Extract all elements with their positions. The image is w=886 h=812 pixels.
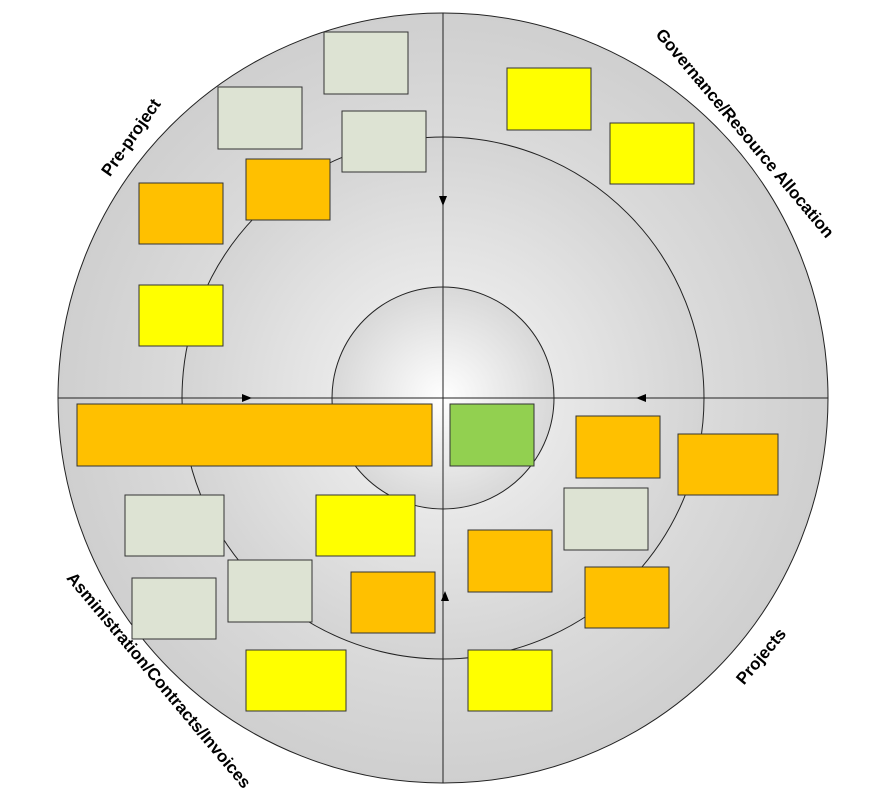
box xyxy=(609,122,695,185)
box xyxy=(506,67,592,131)
box xyxy=(563,487,649,551)
box xyxy=(138,182,224,245)
box xyxy=(315,494,416,557)
box xyxy=(467,529,553,593)
box xyxy=(323,31,409,95)
box xyxy=(584,566,670,629)
arrow xyxy=(242,394,252,402)
box xyxy=(245,158,331,221)
box xyxy=(131,577,217,640)
box xyxy=(677,433,779,496)
box xyxy=(350,571,436,634)
box xyxy=(449,403,535,467)
box xyxy=(217,86,303,150)
arrow xyxy=(439,196,447,206)
arrow xyxy=(441,591,449,601)
box xyxy=(341,110,427,173)
box xyxy=(76,403,433,467)
box xyxy=(467,649,553,712)
boxes xyxy=(76,31,779,712)
box xyxy=(138,284,224,347)
box xyxy=(227,559,313,623)
arrow xyxy=(636,394,646,402)
box xyxy=(124,494,225,557)
box xyxy=(575,415,661,479)
box xyxy=(245,649,347,712)
